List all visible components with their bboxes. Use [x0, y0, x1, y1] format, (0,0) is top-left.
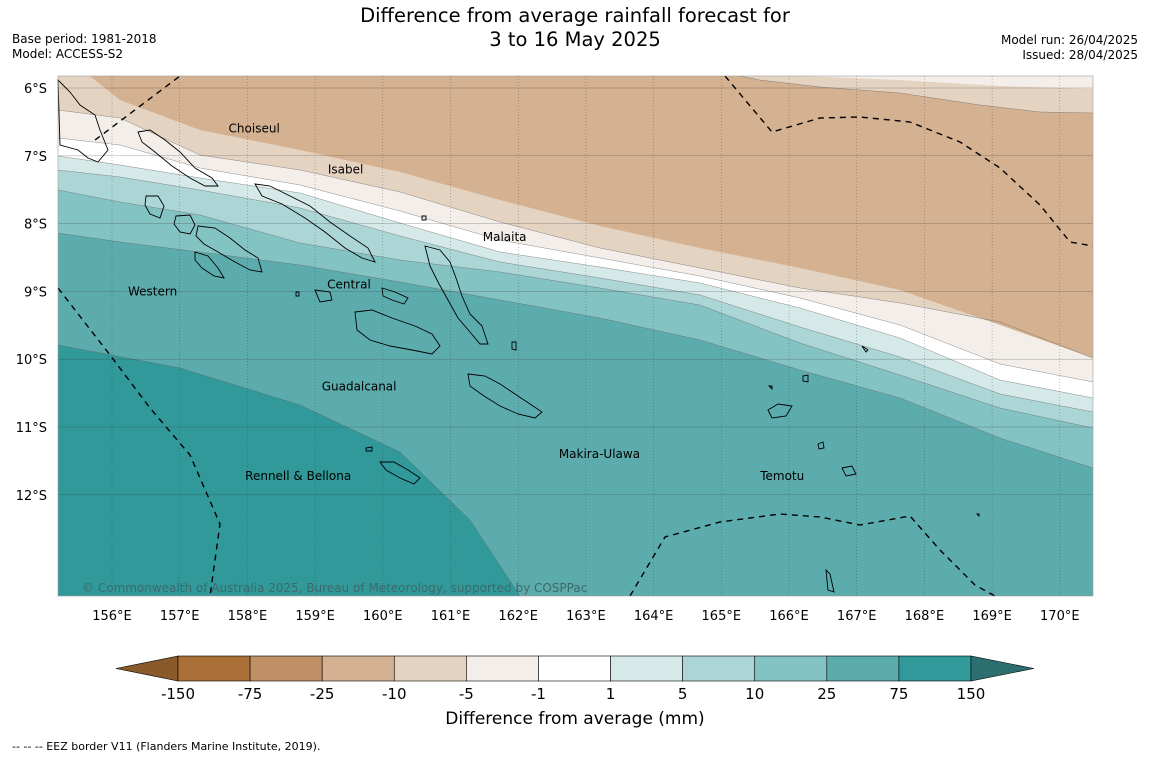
colorbar-tick-label: -150 [161, 685, 195, 703]
colorbar-bin [538, 655, 611, 682]
colorbar-tick-label: -25 [310, 685, 335, 703]
coast-florida [314, 287, 409, 305]
colorbar-high-extension [970, 655, 1035, 682]
map-frame [57, 75, 1094, 597]
colorbar-tick-label: 150 [957, 685, 986, 703]
eez-borders [57, 75, 1094, 597]
region-label: Choiseul [229, 122, 280, 136]
latitude-labels: 6°S 7°S 8°S 9°S 10°S 11°S 12°S [16, 82, 47, 504]
colorbar-bin [754, 655, 828, 682]
graticule [58, 76, 1093, 596]
band-neg1-top [800, 76, 1093, 89]
coast-makira [467, 373, 543, 419]
longitude-label: 165°E [702, 609, 742, 624]
issued-date: Issued: 28/04/2025 [1022, 48, 1138, 62]
longitude-label: 170°E [1040, 609, 1080, 624]
colorbar-tick-label: 5 [678, 685, 688, 703]
longitude-label: 161°E [431, 609, 471, 624]
colorbar-bin [610, 655, 683, 682]
region-label: Central [327, 278, 371, 292]
colorbar-title: Difference from average (mm) [445, 709, 705, 729]
colorbar-bin [177, 655, 251, 682]
coast-vanikoro [841, 465, 857, 477]
region-label: Isabel [328, 162, 363, 176]
coast-rennell [379, 461, 421, 485]
longitude-label: 166°E [769, 609, 809, 624]
colorbar-low-extension [115, 655, 179, 682]
eez-border-west [57, 287, 221, 597]
region-label: Guadalcanal [322, 379, 397, 393]
region-label: Malaita [483, 230, 527, 244]
eez-legend-footer: -- -- -- EEZ border V11 (Flanders Marine… [12, 740, 321, 753]
longitude-label: 156°E [92, 609, 132, 624]
coast-anuta [825, 568, 835, 593]
coast-reef-islands [802, 345, 869, 383]
coast-santa-cruz [767, 403, 793, 419]
longitude-label: 163°E [566, 609, 606, 624]
region-label: Rennell & Bellona [245, 469, 351, 483]
latitude-label: 11°S [16, 421, 47, 436]
region-label: Western [128, 284, 177, 298]
colorbar-bin [321, 655, 395, 682]
model-run: Model run: 26/04/2025 [1000, 33, 1138, 47]
coast-new-georgia [173, 214, 263, 273]
colorbar-tick-label: -75 [238, 685, 263, 703]
colorbar-tick-label: 1 [606, 685, 616, 703]
longitude-labels: 156°E 157°E 158°E 159°E 160°E 161°E 162°E 163°E… [92, 609, 1079, 624]
coast-rendova [194, 251, 225, 279]
longitude-label: 159°E [295, 609, 335, 624]
coastlines [57, 78, 980, 593]
eez-border-south [629, 513, 996, 597]
longitude-label: 164°E [634, 609, 674, 624]
region-labels: Choiseul Isabel Malaita Central Western Guada… [128, 122, 804, 483]
latitude-label: 6°S [24, 82, 47, 97]
coast-small-islets [295, 215, 980, 518]
colorbar-tick-label: 25 [817, 685, 836, 703]
latitude-label: 12°S [16, 489, 47, 504]
eez-border-north [94, 75, 181, 141]
colorbar-tick-label: -1 [531, 685, 546, 703]
colorbar-tick-label: 10 [745, 685, 764, 703]
longitude-label: 160°E [363, 609, 403, 624]
colorbar: -150 -75 -25 -10 -5 -1 1 5 10 25 75 150 [115, 655, 1035, 703]
latitude-label: 10°S [16, 353, 47, 368]
coast-vella-lavella [144, 195, 165, 219]
model-name: Model: ACCESS-S2 [12, 47, 124, 61]
coast-isabel [254, 183, 376, 263]
band-75-150 [58, 345, 520, 596]
map-title-line1: Difference from average rainfall forecas… [360, 4, 790, 27]
colorbar-tick-label: -5 [459, 685, 474, 703]
colorbar-bin [826, 655, 900, 682]
coast-bougainville [57, 78, 109, 163]
colorbar-tick-label: -10 [382, 685, 407, 703]
coast-tikopia [817, 441, 825, 450]
colorbar-bin [898, 655, 972, 682]
colorbar-tick-label: 75 [889, 685, 908, 703]
colorbar-bin [249, 655, 323, 682]
longitude-label: 167°E [837, 609, 877, 624]
longitude-label: 168°E [905, 609, 945, 624]
region-label: Makira-Ulawa [559, 447, 640, 461]
coast-guadalcanal [354, 309, 441, 355]
copyright-text: © Commonwealth of Australia 2025, Bureau… [82, 581, 587, 595]
rainfall-bands [58, 76, 1093, 596]
coast-bellona [365, 446, 373, 452]
longitude-label: 162°E [498, 609, 538, 624]
latitude-label: 7°S [24, 150, 47, 165]
map-title-line2: 3 to 16 May 2025 [489, 28, 661, 51]
colorbar-bin [466, 655, 539, 682]
colorbar-bin [393, 655, 467, 682]
colorbar-bin [682, 655, 756, 682]
longitude-label: 157°E [160, 609, 200, 624]
longitude-label: 158°E [228, 609, 268, 624]
coast-malaita [424, 245, 489, 345]
latitude-label: 9°S [24, 285, 47, 300]
latitude-label: 8°S [24, 218, 47, 233]
coast-choiseul [137, 129, 219, 187]
band-neg25-neg10 [58, 76, 1093, 358]
longitude-label: 169°E [972, 609, 1012, 624]
base-period: Base period: 1981-2018 [12, 32, 157, 46]
region-label: Temotu [759, 469, 804, 483]
